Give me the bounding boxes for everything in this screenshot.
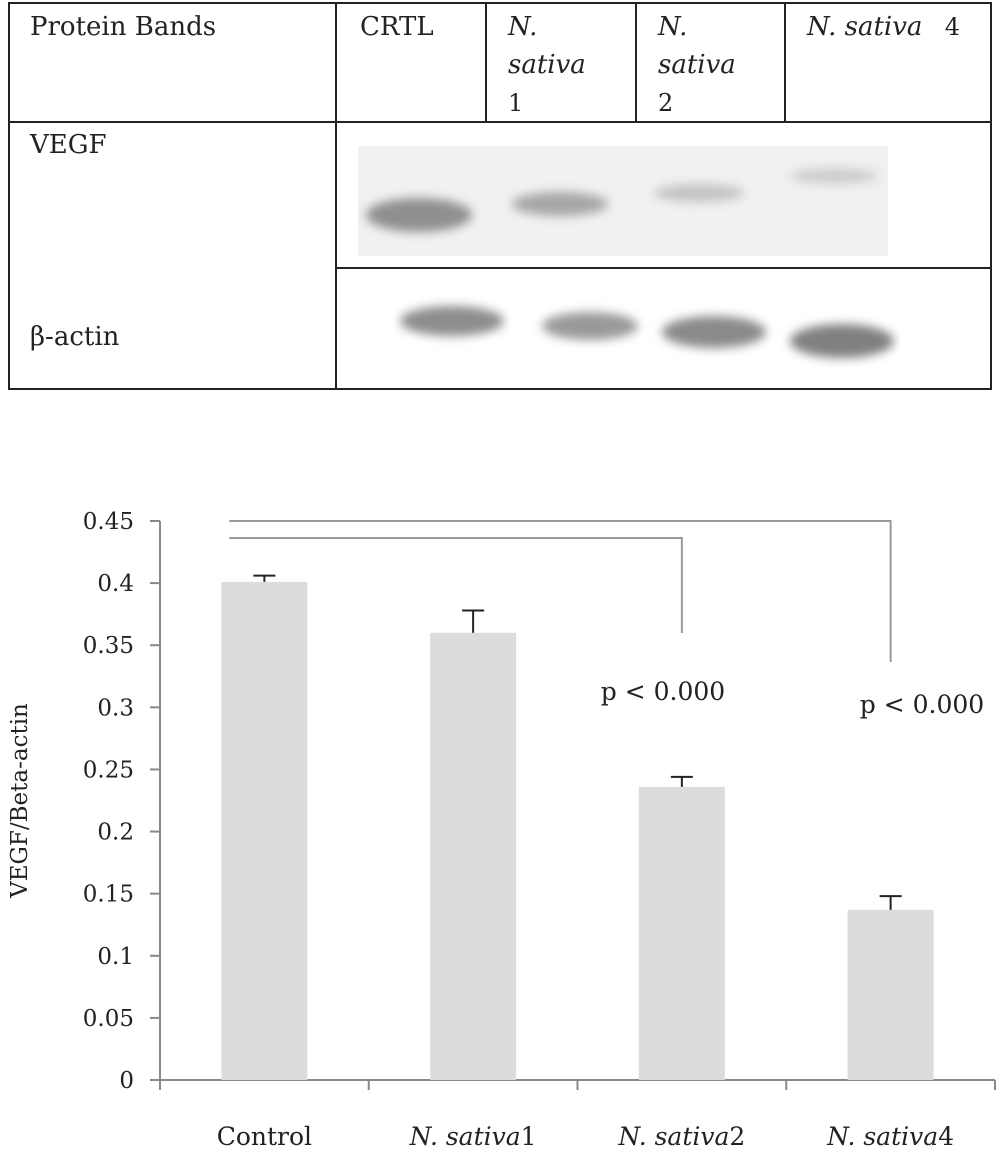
header-lane-ns1-line3: 1 (508, 89, 524, 117)
y-tick-label: 0.4 (97, 571, 134, 597)
x-category-label: Control (217, 1122, 312, 1151)
y-tick-label: 0.15 (83, 882, 134, 908)
y-tick-label: 0.25 (83, 757, 134, 783)
significance-label: p < 0.000 (601, 677, 725, 706)
row-label-beta-actin: β-actin (30, 322, 120, 352)
x-category-label: N. sativa4 (826, 1122, 954, 1151)
divider-header-row (10, 121, 990, 123)
actin-band-crtl (400, 306, 504, 336)
header-lane-crtl: CRTL (360, 12, 434, 42)
x-category-label: N. sativa2 (617, 1122, 745, 1151)
bar (638, 786, 725, 1080)
y-tick-label: 0.45 (83, 509, 134, 535)
divider-blot-rows (336, 267, 990, 269)
actin-band-ns1 (542, 312, 638, 340)
divider-label-column (335, 4, 337, 388)
y-tick-label: 0.35 (83, 633, 134, 659)
divider-lane-1 (485, 4, 487, 122)
significance-bracket (229, 537, 683, 633)
header-lane-ns4: N. sativa 4 (807, 8, 960, 46)
actin-band-ns2 (662, 316, 766, 348)
header-protein-bands: Protein Bands (30, 12, 217, 42)
header-lane-ns2-line1: N. (658, 12, 688, 42)
significance-bracket (229, 520, 892, 662)
row-label-vegf: VEGF (30, 130, 107, 160)
vegf-band-ns4 (790, 168, 878, 184)
bar (847, 909, 934, 1080)
bar (430, 632, 517, 1080)
vegf-band-ns2 (654, 184, 744, 202)
divider-lane-2 (635, 4, 637, 122)
header-lane-ns1-line2: sativa (508, 50, 586, 80)
y-tick-label: 0.3 (97, 695, 134, 721)
y-tick-label: 0.05 (83, 1006, 134, 1032)
actin-band-ns4 (790, 324, 894, 358)
bar (221, 581, 308, 1080)
divider-lane-3 (784, 4, 786, 122)
x-category-label: N. sativa1 (409, 1122, 537, 1151)
y-tick-label: 0 (119, 1068, 134, 1094)
vegf-band-crtl (366, 198, 472, 232)
vegf-bar-chart: 0 0.05 0.1 0.15 0.2 0.25 0.3 0.35 0.4 0.45 VEGF/Be… (7, 509, 996, 1151)
header-lane-ns1-line1: N. (508, 12, 538, 42)
vegf-band-ns1 (512, 192, 608, 216)
significance-label: p < 0.000 (860, 690, 984, 719)
y-axis-label: VEGF/Beta-actin (7, 703, 33, 899)
western-blot-table: Protein Bands CRTL N. sativa 1 N. sativa… (8, 2, 992, 390)
header-lane-ns2-line3: 2 (658, 89, 674, 117)
y-tick-label: 0.1 (97, 944, 134, 970)
header-lane-ns4-name: N. sativa (807, 12, 923, 42)
beta-actin-blot-image (370, 294, 900, 374)
header-lane-ns2-line2: sativa (658, 50, 736, 80)
header-lane-ns4-number: 4 (944, 13, 960, 41)
y-tick-label: 0.2 (97, 820, 134, 846)
vegf-blot-image (358, 146, 888, 256)
